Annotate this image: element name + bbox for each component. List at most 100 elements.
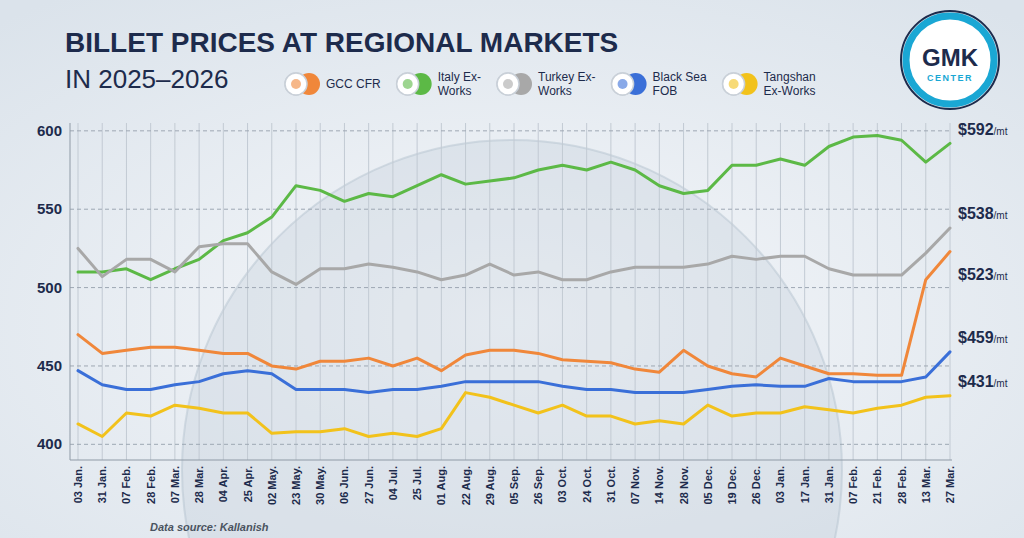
source: Data source: Kallanish <box>150 521 269 533</box>
legend-icon <box>397 73 419 95</box>
x-grid-line <box>223 123 224 460</box>
x-tick-label: 07 Feb. <box>120 466 132 504</box>
logo: GMKCENTER <box>901 11 999 109</box>
x-grid-line <box>901 123 902 460</box>
x-grid-line <box>538 123 539 460</box>
x-grid-line <box>925 123 926 460</box>
x-grid-line <box>465 123 466 460</box>
x-tick-label: 03 Jan. <box>72 466 84 503</box>
logo-text: GMK <box>922 44 979 71</box>
x-tick-label: 04 Jul. <box>387 466 399 500</box>
y-grid-line <box>70 444 952 445</box>
y-grid-line <box>70 365 952 366</box>
end-label: $431/mt <box>958 373 1008 390</box>
series-line <box>78 252 950 377</box>
legend-icon-front <box>397 73 419 95</box>
legend-label-line: Black Sea <box>653 70 707 84</box>
end-labels: $523/mt$592/mt$538/mt$459/mt$431/mt <box>958 121 1008 389</box>
x-tick-label: 31 Jan. <box>823 466 835 503</box>
legend-icon-dot <box>729 79 739 89</box>
series-group <box>78 136 950 437</box>
x-grid-line <box>271 123 272 460</box>
x-grid-line <box>659 123 660 460</box>
legend-icon-dot <box>291 79 301 89</box>
x-tick-label: 28 Feb. <box>145 466 157 504</box>
legend-label: Black SeaFOB <box>653 70 707 98</box>
y-axis-line <box>70 123 71 460</box>
end-label-unit: /mt <box>994 271 1008 282</box>
end-label-value: $523 <box>958 266 994 283</box>
end-label-value: $459 <box>958 329 994 346</box>
y-tick-label: 550 <box>37 200 62 217</box>
legend: GCC CFRItaly Ex-WorksTurkey Ex-WorksBlac… <box>285 70 816 98</box>
end-label-unit: /mt <box>994 378 1008 389</box>
legend-label: Turkey Ex-Works <box>538 70 596 98</box>
grid <box>70 123 952 460</box>
globe <box>182 140 842 538</box>
x-grid-line <box>853 123 854 460</box>
title: BILLET PRICES AT REGIONAL MARKETS <box>65 27 618 58</box>
x-tick-label: 17 Jan. <box>799 466 811 503</box>
legend-label-line: Ex-Works <box>764 84 816 98</box>
x-tick-label: 03 Oct. <box>556 466 568 503</box>
legend-icon-front <box>497 73 519 95</box>
x-grid-line <box>732 123 733 460</box>
y-grid-line <box>70 209 952 210</box>
end-label: $538/mt <box>958 205 1008 222</box>
x-axis-line <box>70 460 952 461</box>
x-tick-label: 25 Jul. <box>411 466 423 500</box>
x-tick-label: 07 Feb. <box>847 466 859 504</box>
end-label: $459/mt <box>958 329 1008 346</box>
x-tick-label: 22 Aug. <box>460 466 472 505</box>
y-tick-label: 400 <box>37 435 62 452</box>
x-grid-line <box>756 123 757 460</box>
x-grid-line <box>586 123 587 460</box>
end-label: $592/mt <box>958 121 1008 138</box>
y-grid-line <box>70 130 952 131</box>
x-grid-line <box>780 123 781 460</box>
x-tick-label: 31 Oct. <box>605 466 617 503</box>
legend-item: TangshanEx-Works <box>723 70 816 98</box>
x-tick-label: 06 Jun. <box>338 466 350 504</box>
legend-icon <box>285 73 307 95</box>
x-tick-label: 25 Apr. <box>242 466 254 502</box>
x-tick-label: 07 Nov. <box>629 466 641 504</box>
x-grid-line <box>514 123 515 460</box>
x-tick-label: 01 Aug. <box>435 466 447 505</box>
x-grid-line <box>126 123 127 460</box>
legend-icon-dot <box>618 79 628 89</box>
logo-outer <box>901 11 999 109</box>
x-grid-line <box>150 123 151 460</box>
legend-label: TangshanEx-Works <box>764 70 816 98</box>
x-grid-line <box>320 123 321 460</box>
x-grid-line <box>610 123 611 460</box>
x-grid-line <box>102 123 103 460</box>
chart-svg: BILLET PRICES AT REGIONAL MARKETS IN 2025… <box>0 0 1024 538</box>
legend-label-line: Tangshan <box>764 70 816 84</box>
end-label-unit: /mt <box>994 126 1008 137</box>
x-tick-label: 05 Dec. <box>702 466 714 505</box>
legend-label-line: Works <box>438 84 472 98</box>
subtitle: IN 2025–2026 <box>65 64 228 94</box>
x-tick-label: 26 Sep. <box>532 466 544 505</box>
end-label-unit: /mt <box>994 334 1008 345</box>
x-grid-line <box>683 123 684 460</box>
legend-icon-dot <box>403 79 413 89</box>
series-line <box>78 393 950 437</box>
end-label-unit: /mt <box>994 210 1008 221</box>
logo-ring <box>906 16 994 104</box>
x-tick-label: 28 Feb. <box>896 466 908 504</box>
x-grid-line <box>344 123 345 460</box>
legend-icon-front <box>723 73 745 95</box>
x-grid-line <box>489 123 490 460</box>
series-line <box>78 136 950 280</box>
x-grid-line <box>174 123 175 460</box>
x-tick-label: 07 Mar. <box>169 466 181 503</box>
x-grid-line <box>392 123 393 460</box>
y-tick-label: 450 <box>37 357 62 374</box>
x-tick-label: 13 Mar. <box>920 466 932 503</box>
x-grid-line <box>368 123 369 460</box>
x-tick-label: 26 Dec. <box>750 466 762 505</box>
legend-icon <box>723 73 745 95</box>
chart-root: BILLET PRICES AT REGIONAL MARKETS IN 2025… <box>0 0 1024 538</box>
